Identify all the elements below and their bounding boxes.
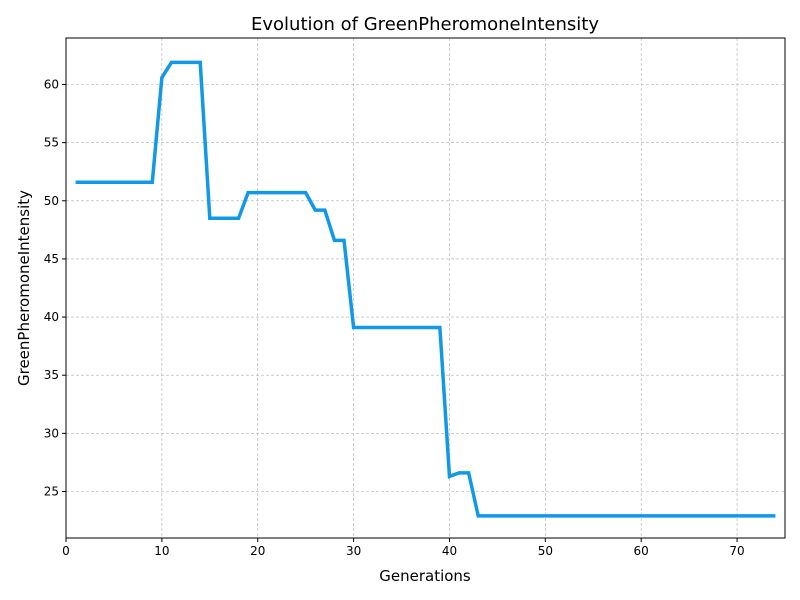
x-tick-label: 50: [538, 544, 553, 558]
y-axis-title: GreenPheromoneIntensity: [15, 190, 33, 386]
x-tick-label: 20: [250, 544, 265, 558]
y-tick-label: 50: [44, 194, 59, 208]
chart-title: Evolution of GreenPheromoneIntensity: [251, 14, 599, 35]
y-tick-label: 40: [44, 310, 59, 324]
plot-frame: [65, 37, 786, 539]
x-tick-label: 30: [346, 544, 361, 558]
y-axis: 25 30 35 40 45 50 55 60: [44, 78, 66, 498]
x-tick-label: 60: [634, 544, 649, 558]
y-tick-label: 30: [44, 426, 59, 440]
series-layer: [75, 60, 776, 518]
y-tick-label: 45: [44, 252, 59, 266]
x-axis-title: Generations: [379, 567, 471, 585]
x-tick-label: 10: [154, 544, 169, 558]
y-tick-label: 60: [44, 78, 59, 92]
y-tick-label: 55: [44, 136, 59, 150]
y-tick-label: 35: [44, 368, 59, 382]
x-tick-label: 0: [62, 544, 70, 558]
series-line: [75, 60, 776, 518]
x-tick-label: 40: [442, 544, 457, 558]
x-axis: 0 10 20 30 40 50 60 70: [62, 538, 745, 558]
x-tick-label: 70: [729, 544, 744, 558]
y-tick-label: 25: [44, 484, 59, 498]
